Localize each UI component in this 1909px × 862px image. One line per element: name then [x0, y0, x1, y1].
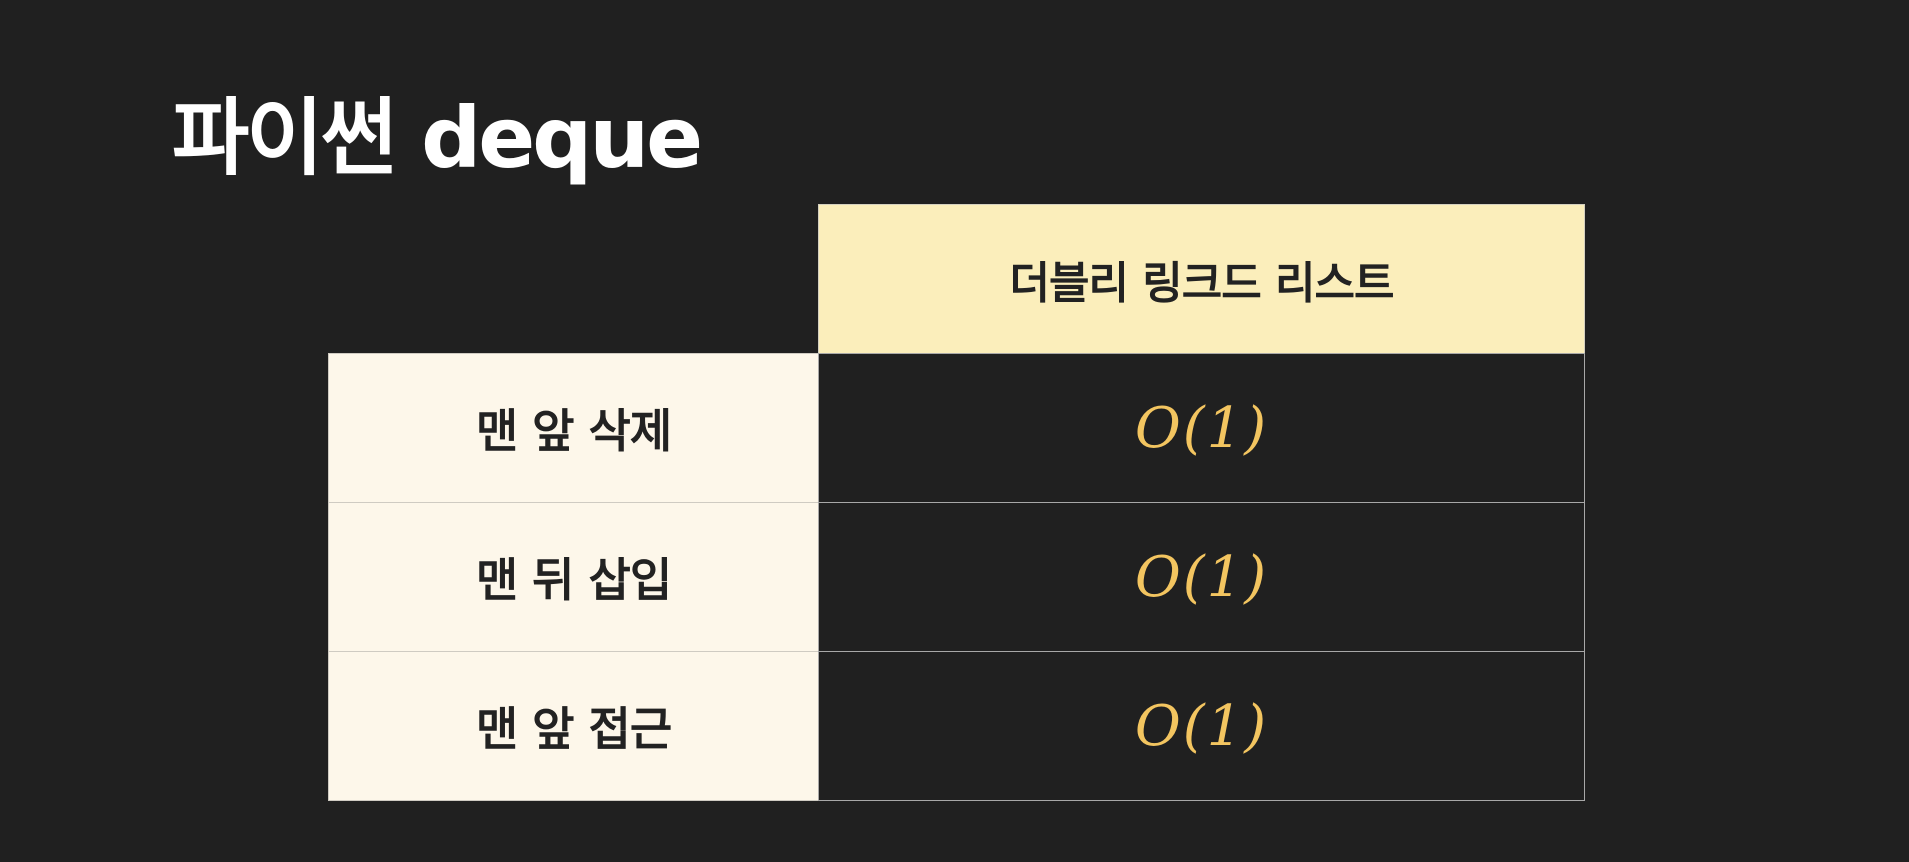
row-value-front-access: O(1): [818, 651, 1585, 801]
column-header-doubly-linked-list: 더블리 링크드 리스트: [818, 204, 1585, 354]
slide-title: 파이썬 deque: [172, 89, 703, 187]
row-label-front-access: 맨 앞 접근: [328, 651, 819, 801]
row-value-front-delete: O(1): [818, 353, 1585, 503]
row-label-back-insert: 맨 뒤 삽입: [328, 502, 819, 652]
row-value-back-insert: O(1): [818, 502, 1585, 652]
row-label-front-delete: 맨 앞 삭제: [328, 353, 819, 503]
